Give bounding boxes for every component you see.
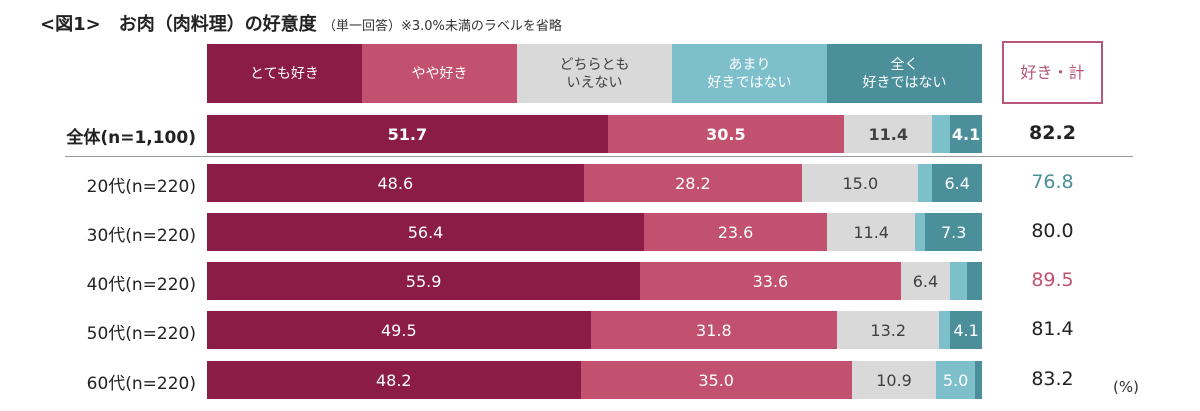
legend-entry: あまり 好きではない xyxy=(672,44,827,103)
bar-segment xyxy=(844,115,933,153)
bar-segment xyxy=(932,115,951,153)
value-label: 55.9 xyxy=(405,271,442,291)
bar-segment xyxy=(950,311,982,349)
category-label: 20代(n=220) xyxy=(86,177,196,197)
legend-entry: やや好き xyxy=(362,44,517,103)
total-label: 89.5 xyxy=(1031,269,1074,291)
category-label: 全体(n=1,100) xyxy=(66,128,196,148)
bar-segment xyxy=(932,164,982,202)
value-label: 48.6 xyxy=(377,173,414,193)
bar-segment xyxy=(900,262,951,300)
title-block: <図1> お肉（肉料理）の好意度 （単一回答）※3.0%未満のラベルを省略 xyxy=(40,10,562,36)
totals-header: 好き・計 xyxy=(1002,41,1103,104)
bar-segment xyxy=(802,164,919,202)
value-label: 5.0 xyxy=(942,370,969,390)
value-label: 10.9 xyxy=(876,370,912,390)
bar-segment xyxy=(207,164,584,202)
bar-segment xyxy=(607,115,845,153)
bar-segment xyxy=(644,213,827,251)
bar-segment xyxy=(925,213,982,251)
value-label: 49.5 xyxy=(381,320,417,340)
bar-segment xyxy=(939,311,951,349)
legend-entry: どちらとも いえない xyxy=(517,44,672,103)
bar-segment xyxy=(207,262,641,300)
bar-segment xyxy=(590,311,838,349)
bar-segment xyxy=(918,164,933,202)
bar-segment xyxy=(640,262,901,300)
bar-segment xyxy=(207,213,645,251)
value-label: 7.3 xyxy=(940,222,967,242)
value-label: 56.4 xyxy=(407,222,444,242)
category-label: 40代(n=220) xyxy=(86,275,196,295)
value-label: 4.1 xyxy=(951,124,981,144)
bar-segment xyxy=(950,262,968,300)
value-label: 6.4 xyxy=(944,173,970,193)
total-label: 82.2 xyxy=(1029,122,1076,144)
bar-segment xyxy=(207,115,608,153)
separator xyxy=(65,156,1133,157)
bar-segment xyxy=(936,361,976,399)
category-label: 30代(n=220) xyxy=(86,226,196,246)
value-label: 23.6 xyxy=(717,222,754,242)
total-label: 83.2 xyxy=(1031,368,1074,390)
bar-segment xyxy=(583,164,803,202)
value-label: 13.2 xyxy=(870,320,907,340)
bar-segment xyxy=(975,361,982,399)
total-label: 80.0 xyxy=(1031,220,1074,242)
value-label: 11.4 xyxy=(868,124,908,144)
value-label: 11.4 xyxy=(853,222,889,242)
category-label: 60代(n=220) xyxy=(86,374,196,394)
value-label: 15.0 xyxy=(842,173,879,193)
total-label: 81.4 xyxy=(1031,318,1074,340)
bar-segment xyxy=(915,213,926,251)
value-label: 4.1 xyxy=(953,320,979,340)
value-label: 33.6 xyxy=(752,271,789,291)
bar-segment xyxy=(837,311,940,349)
value-label: 51.7 xyxy=(387,124,428,144)
value-label: 30.5 xyxy=(706,124,746,144)
value-label: 6.4 xyxy=(912,271,939,291)
value-label: 48.2 xyxy=(375,370,412,390)
chart-subtitle: （単一回答）※3.0%未満のラベルを省略 xyxy=(322,19,562,34)
legend-entry: 全く 好きではない xyxy=(827,44,982,103)
bar-segment xyxy=(967,262,982,300)
bar-segment xyxy=(580,361,852,399)
chart-title: <図1> お肉（肉料理）の好意度 xyxy=(40,14,317,35)
unit-label: (%) xyxy=(1113,378,1139,396)
bar-segment xyxy=(207,361,581,399)
bar-segment xyxy=(851,361,937,399)
bar-segment xyxy=(950,115,982,153)
bar-segment xyxy=(207,311,591,349)
value-label: 35.0 xyxy=(698,370,734,390)
category-label: 50代(n=220) xyxy=(86,324,196,344)
value-label: 31.8 xyxy=(696,320,732,340)
total-label: 76.8 xyxy=(1031,171,1074,193)
legend-entry: とても好き xyxy=(207,44,362,103)
value-label: 28.2 xyxy=(675,173,711,193)
bar-segment xyxy=(827,213,916,251)
